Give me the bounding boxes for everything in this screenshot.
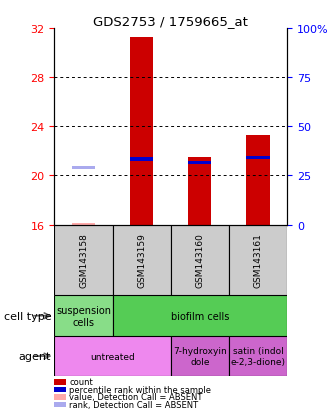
Text: GSM143161: GSM143161 xyxy=(253,233,263,287)
Bar xyxy=(188,161,212,165)
Text: percentile rank within the sample: percentile rank within the sample xyxy=(69,385,211,394)
Bar xyxy=(54,295,113,337)
Bar xyxy=(171,225,229,295)
Bar xyxy=(54,337,171,376)
Text: count: count xyxy=(69,377,93,387)
Text: cell type: cell type xyxy=(4,311,51,321)
Text: 7-hydroxyin
dole: 7-hydroxyin dole xyxy=(173,347,227,366)
Bar xyxy=(72,223,95,225)
Bar xyxy=(113,225,171,295)
Bar xyxy=(171,337,229,376)
Bar xyxy=(72,166,95,170)
Text: value, Detection Call = ABSENT: value, Detection Call = ABSENT xyxy=(69,392,203,401)
Text: rank, Detection Call = ABSENT: rank, Detection Call = ABSENT xyxy=(69,400,198,409)
Text: GSM143158: GSM143158 xyxy=(79,233,88,287)
Bar xyxy=(188,158,212,225)
Bar xyxy=(247,157,270,160)
Text: suspension
cells: suspension cells xyxy=(56,305,111,327)
Text: GSM143159: GSM143159 xyxy=(137,233,146,287)
Bar xyxy=(54,225,113,295)
Bar xyxy=(229,337,287,376)
Bar xyxy=(130,38,153,225)
Text: biofilm cells: biofilm cells xyxy=(171,311,229,321)
Text: GSM143160: GSM143160 xyxy=(195,233,204,287)
Title: GDS2753 / 1759665_at: GDS2753 / 1759665_at xyxy=(93,15,248,28)
Text: agent: agent xyxy=(19,351,51,361)
Bar xyxy=(229,225,287,295)
Bar xyxy=(247,135,270,225)
Text: untreated: untreated xyxy=(90,352,135,361)
Bar xyxy=(130,158,153,161)
Bar xyxy=(113,295,287,337)
Text: satin (indol
e-2,3-dione): satin (indol e-2,3-dione) xyxy=(231,347,285,366)
